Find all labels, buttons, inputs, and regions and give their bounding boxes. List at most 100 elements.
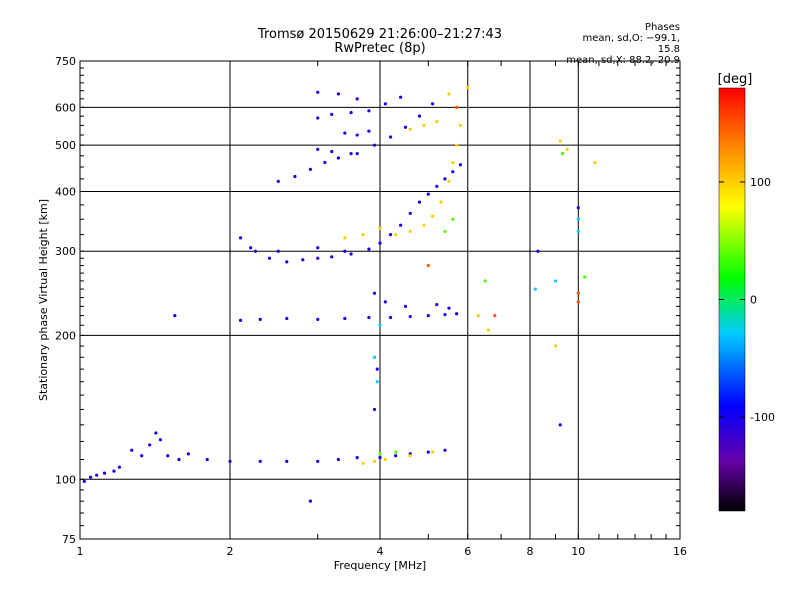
colorbar-tick-label: 100 <box>750 176 771 189</box>
data-point <box>258 317 262 322</box>
data-point <box>558 423 562 427</box>
data-point <box>403 304 408 308</box>
data-point <box>367 247 371 251</box>
data-point <box>408 454 412 458</box>
data-point <box>565 147 569 151</box>
data-point <box>576 291 580 295</box>
data-point <box>140 454 144 458</box>
data-point <box>430 214 435 218</box>
data-point <box>466 85 470 90</box>
data-point <box>117 465 122 469</box>
data-point <box>451 170 455 174</box>
y-axis: 75 100 200 300 400 500 600 750 <box>55 55 680 546</box>
y-tick-label: 500 <box>55 139 76 152</box>
data-point <box>422 223 426 227</box>
data-point <box>372 355 377 359</box>
data-point <box>367 315 371 320</box>
data-point <box>316 459 320 463</box>
data-point <box>455 105 459 109</box>
y-tick-label: 100 <box>55 473 76 486</box>
data-point <box>330 255 334 259</box>
data-point <box>316 116 320 120</box>
data-point <box>316 256 320 260</box>
data-point <box>285 316 289 321</box>
data-point <box>316 90 320 94</box>
data-point <box>82 479 86 483</box>
data-point <box>316 246 320 250</box>
data-point <box>430 102 435 106</box>
data-point <box>408 229 412 234</box>
chart-subtitle: RwPretec (8p) <box>334 41 426 56</box>
colorbar-tick-label: 0 <box>750 294 757 307</box>
colorbar: [deg] 100 0 -100 <box>718 72 775 512</box>
data-point <box>394 232 398 237</box>
data-point <box>367 109 371 113</box>
data-point <box>399 95 403 99</box>
x-tick-label: 1 <box>77 545 84 558</box>
data-point <box>383 102 387 106</box>
colorbar-tick-label: -100 <box>750 411 775 424</box>
x-tick-label: 16 <box>673 545 687 558</box>
data-point <box>375 367 379 371</box>
data-point <box>316 317 320 322</box>
data-point <box>372 459 377 463</box>
data-point <box>378 452 382 456</box>
legend-line-o: mean, sd,O: −99.1, 15.8 <box>582 33 680 55</box>
data-point <box>330 112 334 116</box>
data-point <box>88 475 93 479</box>
data-point <box>447 92 451 96</box>
data-point <box>148 443 152 447</box>
data-point <box>355 133 359 137</box>
data-point <box>330 149 334 154</box>
data-point <box>372 407 377 412</box>
data-point <box>576 229 580 234</box>
data-point <box>576 217 580 221</box>
x-axis-label: Frequency [MHz] <box>334 559 426 572</box>
data-point <box>361 232 365 237</box>
data-point <box>399 223 403 227</box>
data-point <box>130 448 134 452</box>
data-point <box>403 125 408 129</box>
data-point <box>285 459 289 463</box>
data-point <box>343 131 347 135</box>
data-point <box>394 450 398 454</box>
data-point <box>435 184 439 188</box>
data-point <box>426 314 430 318</box>
data-point <box>249 246 253 250</box>
data-point <box>458 163 463 167</box>
data-point <box>417 200 422 204</box>
data-point <box>336 92 340 96</box>
data-point <box>253 249 258 253</box>
data-point <box>408 127 412 131</box>
data-point <box>375 380 379 384</box>
data-point <box>372 143 377 147</box>
data-points <box>82 85 597 503</box>
data-point <box>455 312 459 316</box>
y-tick-label: 75 <box>62 533 76 546</box>
data-point <box>426 450 430 454</box>
y-axis-label: Stationary phase Virtual Height [km] <box>37 199 50 401</box>
data-point <box>177 457 181 462</box>
x-tick-label: 8 <box>527 545 534 558</box>
data-point <box>560 152 565 156</box>
y-tick-label: 300 <box>55 245 76 258</box>
y-tick-label: 400 <box>55 185 76 198</box>
x-tick-label: 6 <box>464 545 471 558</box>
data-point <box>476 314 480 318</box>
x-tick-label: 2 <box>227 545 234 558</box>
data-point <box>435 302 439 307</box>
data-point <box>308 499 313 503</box>
data-point <box>349 252 353 256</box>
data-point <box>576 300 580 304</box>
data-point <box>355 97 359 101</box>
y-tick-label: 600 <box>55 101 76 114</box>
data-point <box>455 143 459 147</box>
data-point <box>378 226 382 230</box>
data-point <box>355 456 359 460</box>
data-point <box>533 287 537 291</box>
data-point <box>95 473 99 477</box>
data-point <box>536 249 540 253</box>
data-point <box>408 314 412 319</box>
data-point <box>323 160 327 165</box>
data-point <box>558 139 562 143</box>
